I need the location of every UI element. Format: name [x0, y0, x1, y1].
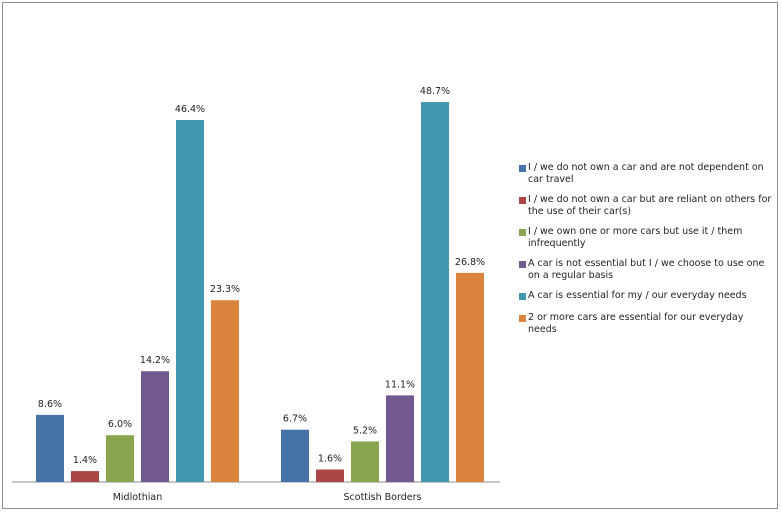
bar-scottish-borders-series-2 [316, 469, 344, 482]
data-label: 6.0% [108, 419, 132, 430]
data-label: 8.6% [38, 399, 62, 410]
legend-item: A car is not essential but I / we choose… [519, 258, 775, 282]
legend-swatch [519, 229, 526, 236]
legend-item: 2 or more cars are essential for our eve… [519, 312, 775, 336]
legend-swatch [519, 293, 526, 300]
x-tick-label: Scottish Borders [344, 492, 422, 503]
data-label: 11.1% [385, 379, 415, 390]
data-label: 1.6% [318, 454, 342, 465]
data-label: 5.2% [353, 425, 377, 436]
legend-label: I / we do not own a car and are not depe… [528, 162, 764, 185]
data-label: 1.4% [73, 455, 97, 466]
legend-swatch [519, 261, 526, 268]
legend-label: I / we own one or more cars but use it /… [528, 226, 743, 249]
bar-scottish-borders-series-1 [281, 429, 309, 482]
legend-label: 2 or more cars are essential for our eve… [528, 312, 744, 335]
legend-label: A car is not essential but I / we choose… [528, 258, 765, 281]
bar-scottish-borders-series-4 [386, 395, 414, 482]
bar-midlothian-series-5 [176, 120, 204, 482]
bar-midlothian-series-2 [71, 471, 99, 482]
legend-item: I / we do not own a car and are not depe… [519, 162, 775, 186]
legend-swatch [519, 197, 526, 204]
legend-swatch [519, 165, 526, 172]
bar-midlothian-series-4 [141, 371, 169, 482]
data-label: 6.7% [283, 414, 307, 425]
bar-scottish-borders-series-3 [351, 441, 379, 482]
legend-swatch [519, 315, 526, 322]
legend-item: A car is essential for my / our everyday… [519, 290, 775, 302]
bar-midlothian-series-6 [211, 300, 239, 482]
data-label: 46.4% [175, 104, 205, 115]
bar-scottish-borders-series-5 [421, 102, 449, 483]
legend: I / we do not own a car and are not depe… [519, 162, 775, 344]
bar-midlothian-series-1 [36, 414, 64, 482]
bar-scottish-borders-series-6 [456, 272, 484, 482]
data-label: 48.7% [420, 86, 450, 97]
x-tick-label: Midlothian [113, 492, 163, 503]
legend-label: I / we do not own a car but are reliant … [528, 194, 772, 217]
bar-midlothian-series-3 [106, 435, 134, 482]
legend-label: A car is essential for my / our everyday… [528, 290, 747, 301]
legend-item: I / we do not own a car but are reliant … [519, 194, 775, 218]
data-label: 26.8% [455, 257, 485, 268]
data-label: 23.3% [210, 284, 240, 295]
legend-item: I / we own one or more cars but use it /… [519, 226, 775, 250]
data-label: 14.2% [140, 355, 170, 366]
